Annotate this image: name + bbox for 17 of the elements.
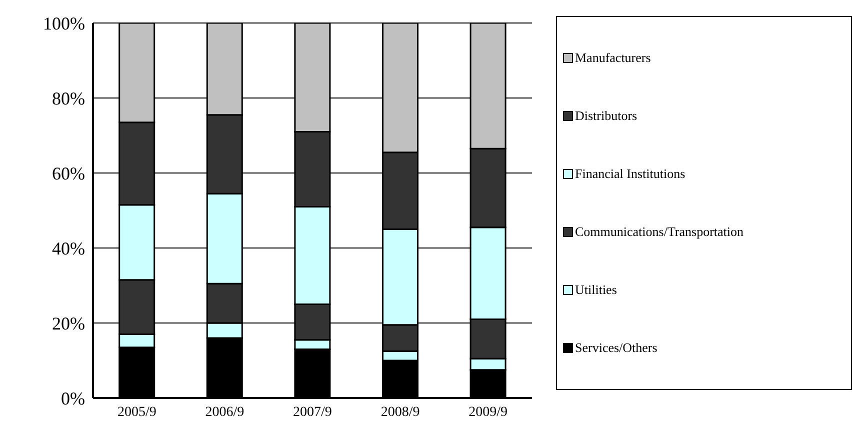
x-tick-label: 2009/9 <box>468 404 508 420</box>
legend-label: Communications/Transportation <box>575 224 744 240</box>
y-tick-label: 0% <box>61 388 85 408</box>
y-tick-label: 80% <box>52 88 85 108</box>
x-tick-label: 2006/9 <box>205 404 244 420</box>
x-tick-label: 2008/9 <box>380 404 420 420</box>
y-tick-label: 60% <box>52 163 85 184</box>
x-tick-label: 2007/9 <box>293 404 332 420</box>
y-tick-label: 20% <box>52 313 85 334</box>
x-tick-label: 2005/9 <box>117 404 156 420</box>
legend-label: Services/Others <box>575 340 658 356</box>
legend-label: Manufacturers <box>575 50 651 66</box>
y-tick-label: 100% <box>43 13 85 34</box>
legend-label: Utilities <box>575 282 617 298</box>
legend-label: Distributors <box>575 108 638 124</box>
y-tick-label: 40% <box>52 238 85 258</box>
legend-label: Financial Institutions <box>575 166 686 182</box>
